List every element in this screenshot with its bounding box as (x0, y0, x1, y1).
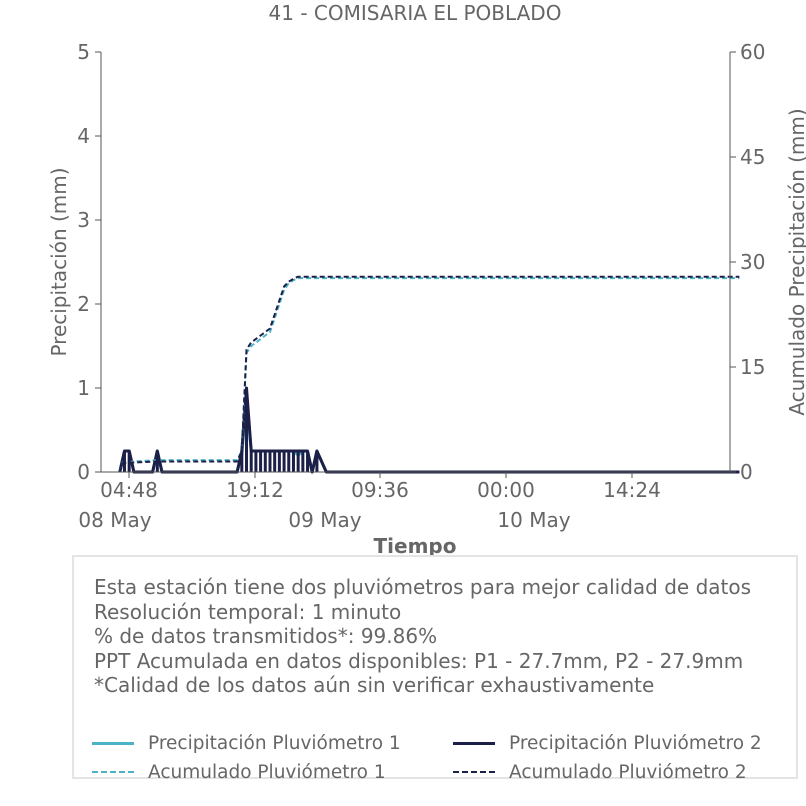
y2-axis-label: Acumulado Precipitación (mm) (785, 108, 806, 415)
chart-title: 41 - COMISARIA EL POBLADO (269, 1, 562, 25)
station-info: Esta estación tiene dos pluviómetros par… (94, 575, 751, 698)
x-tick-label: 00:00 (477, 478, 535, 502)
x-date-label: 10 May (497, 508, 570, 532)
left-axis-ticks: 0 1 2 3 4 5 (77, 40, 101, 484)
y-axis-label: Precipitación (mm) (47, 167, 71, 356)
series-line-4 (118, 275, 740, 473)
y-tick-label: 3 (77, 208, 90, 232)
y-tick-label: 0 (77, 460, 90, 484)
legend-item-p2-rain: Precipitación Pluviómetro 2 (453, 731, 762, 755)
right-axis-ticks: 0 15 30 45 60 (730, 40, 765, 484)
x-axis-label: Tiempo (374, 534, 457, 558)
y2-tick-label: 30 (740, 250, 765, 274)
x-date-label: 08 May (78, 508, 151, 532)
series-line-3 (118, 277, 740, 473)
info-line-transmitted: % de datos transmitidos*: 99.86% (94, 624, 438, 648)
x-date-label: 09 May (288, 508, 361, 532)
x-tick-label: 04:48 (100, 478, 158, 502)
legend-swatch-p2-acc (453, 771, 495, 773)
info-box: Esta estación tiene dos pluviómetros par… (72, 555, 798, 783)
info-line-resolution: Resolución temporal: 1 minuto (94, 599, 402, 624)
info-line-dual-gauges: Esta estación tiene dos pluviómetros par… (94, 575, 752, 599)
info-line-quality-note: *Calidad de los datos aún sin verificar … (94, 673, 655, 697)
legend-label-p1-rain: Precipitación Pluviómetro 1 (148, 732, 401, 754)
y-tick-label: 2 (77, 292, 90, 316)
y2-tick-label: 0 (740, 460, 753, 484)
legend-label-p2-rain: Precipitación Pluviómetro 2 (509, 732, 762, 754)
x-tick-label: 09:36 (351, 478, 409, 502)
y-tick-label: 5 (77, 40, 90, 64)
x-axis-ticks: 04:48 19:12 09:36 00:00 14:24 08 May 09 May 10 … (78, 472, 661, 532)
legend-label-p2-acc: Acumulado Pluviómetro 2 (509, 761, 747, 783)
plot-area (118, 275, 740, 474)
legend-swatch-p2-rain (453, 741, 495, 745)
y-tick-label: 4 (77, 124, 90, 148)
x-tick-label: 19:12 (226, 478, 284, 502)
info-line-accumulated: PPT Acumulada en datos disponibles: P1 -… (94, 648, 744, 673)
x-tick-label: 14:24 (603, 478, 661, 502)
y-tick-label: 1 (77, 376, 90, 400)
legend-item-p1-rain: Precipitación Pluviómetro 1 (92, 731, 401, 755)
y2-tick-label: 45 (740, 145, 765, 169)
legend-label-p1-acc: Acumulado Pluviómetro 1 (148, 761, 386, 783)
legend: Precipitación Pluviómetro 1 Precipitació… (92, 729, 792, 789)
legend-item-p2-acc: Acumulado Pluviómetro 2 (453, 760, 747, 784)
legend-swatch-p1-rain (92, 741, 134, 745)
y2-tick-label: 60 (740, 40, 765, 64)
y2-tick-label: 15 (740, 355, 765, 379)
legend-swatch-p1-acc (92, 771, 134, 773)
legend-item-p1-acc: Acumulado Pluviómetro 1 (92, 760, 386, 784)
